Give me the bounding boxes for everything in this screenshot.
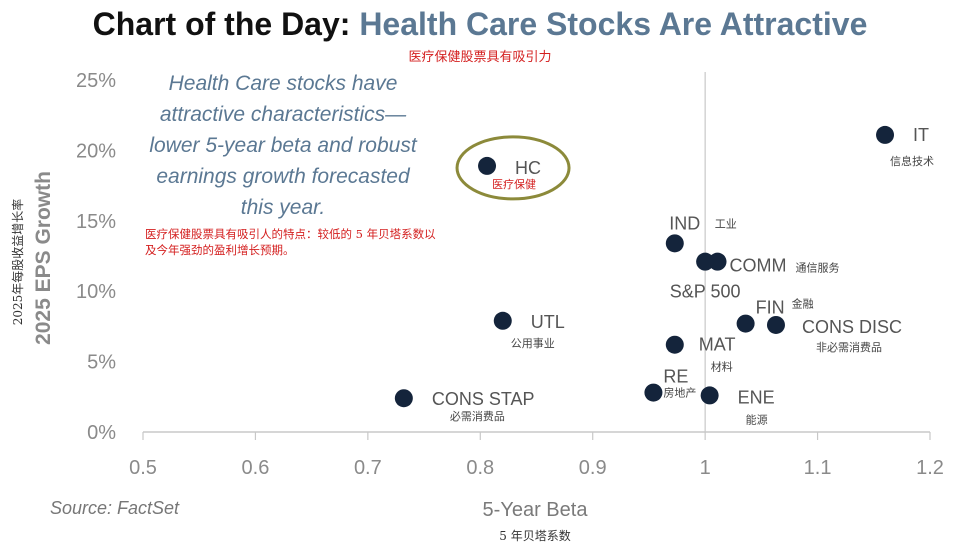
point-label-cn-it: 信息技术 xyxy=(890,154,934,168)
point-label-mat: MAT xyxy=(699,335,736,355)
data-point-comm xyxy=(708,252,727,271)
y-tick-label: 10% xyxy=(76,281,116,303)
x-axis-label-cn: 5 年贝塔系数 xyxy=(499,528,570,543)
point-label-cn-cons-disc: 非必需消费品 xyxy=(816,340,882,354)
point-label-comm: COMM xyxy=(730,256,787,276)
point-label-cn-hc: 医疗保健 xyxy=(492,177,536,191)
point-label-cn-cons-stap: 必需消费品 xyxy=(450,409,505,423)
data-point-it xyxy=(876,125,895,144)
x-tick-label: 0.5 xyxy=(129,457,157,479)
point-label-fin: FIN xyxy=(756,298,785,318)
point-label-cn-comm: 通信服务 xyxy=(796,262,840,275)
y-tick-label: 5% xyxy=(87,352,116,374)
point-label-re: RE xyxy=(663,367,688,387)
x-tick-label: 0.7 xyxy=(354,457,382,479)
data-point-fin xyxy=(736,314,755,333)
data-point-ene xyxy=(700,386,719,405)
data-point-s-p-500 xyxy=(696,252,715,271)
data-point-mat xyxy=(665,335,684,354)
callout-text-cn: 医疗保健股票具有吸引人的特点：较低的 5 年贝塔系数以及今年强劲的盈利增长预期。 xyxy=(145,227,436,257)
source-note: Source: FactSet xyxy=(50,498,180,518)
y-tick-label: 25% xyxy=(76,70,116,92)
x-tick-label: 0.9 xyxy=(579,457,607,479)
y-axis-label: 2025 EPS Growth xyxy=(32,171,55,345)
point-label-cn-fin: 金融 xyxy=(792,297,814,311)
data-point-cons-stap xyxy=(394,389,413,408)
title-highlight: Health Care Stocks Are Attractive xyxy=(359,6,868,42)
point-label-ind: IND xyxy=(669,213,700,233)
y-tick-label: 20% xyxy=(76,140,116,162)
callout-text: Health Care stocks have attractive chara… xyxy=(149,72,417,219)
point-label-hc: HC xyxy=(515,158,541,178)
point-label-cn-mat: 材料 xyxy=(711,360,733,374)
point-label-cn-re: 房地产 xyxy=(663,386,696,400)
point-label-s-p-500: S&P 500 xyxy=(670,282,741,302)
x-tick-label: 0.6 xyxy=(242,457,270,479)
data-point-re xyxy=(644,383,663,402)
x-tick-label: 1.1 xyxy=(804,457,832,479)
point-label-ene: ENE xyxy=(738,387,775,407)
point-label-it: IT xyxy=(913,125,929,145)
x-axis-label: 5-Year Beta xyxy=(483,499,589,521)
data-point-hc xyxy=(478,156,497,175)
point-label-cn-utl: 公用事业 xyxy=(511,337,555,350)
x-tick-label: 0.8 xyxy=(466,457,494,479)
data-point-cons-disc xyxy=(766,315,785,334)
subtitle-cn: 医疗保健股票具有吸引力 xyxy=(408,50,552,65)
y-tick-label: 15% xyxy=(76,211,116,233)
point-label-cn-ind: 工业 xyxy=(715,217,737,230)
y-tick-label: 0% xyxy=(87,422,116,444)
point-label-cons-stap: CONS STAP xyxy=(432,389,535,409)
x-tick-label: 1 xyxy=(700,457,711,479)
highlight-ring xyxy=(455,135,571,201)
x-tick-label: 1.2 xyxy=(916,457,944,479)
title-prefix: Chart of the Day: xyxy=(92,6,360,42)
point-label-utl: UTL xyxy=(531,312,565,332)
data-point-ind xyxy=(665,234,684,253)
y-axis-label-cn: 2025年每股收益增长率 xyxy=(10,199,25,326)
point-label-cons-disc: CONS DISC xyxy=(802,317,902,337)
data-point-utl xyxy=(493,311,512,330)
chart-title: Chart of the Day: Health Care Stocks Are… xyxy=(0,6,960,43)
point-label-cn-ene: 能源 xyxy=(746,412,768,426)
